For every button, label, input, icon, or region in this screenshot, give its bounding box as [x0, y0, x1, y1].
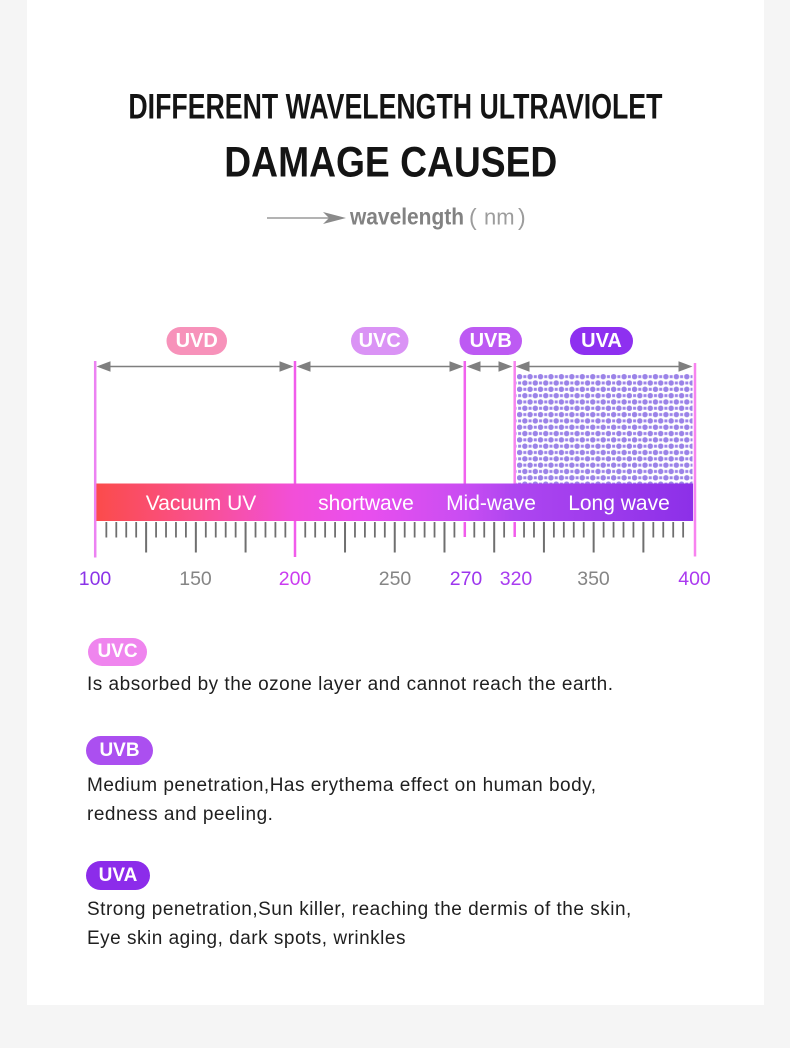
svg-text:200: 200: [279, 568, 312, 590]
svg-text:350: 350: [577, 568, 610, 590]
svg-text:shortwave: shortwave: [318, 492, 414, 515]
svg-text:): ): [518, 204, 526, 230]
svg-text:wavelength: wavelength: [349, 204, 464, 230]
svg-text:Long wave: Long wave: [568, 492, 670, 515]
svg-text:100: 100: [79, 568, 112, 590]
svg-text:UVC: UVC: [359, 330, 401, 352]
svg-text:250: 250: [379, 568, 412, 590]
svg-text:DIFFERENT WAVELENGTH ULTRAVIOL: DIFFERENT WAVELENGTH ULTRAVIOLET: [128, 87, 662, 127]
svg-text:Mid-wave: Mid-wave: [446, 492, 536, 515]
svg-text:UVA: UVA: [581, 330, 622, 352]
svg-text:DAMAGE CAUSED: DAMAGE CAUSED: [224, 140, 557, 187]
svg-text:nm: nm: [484, 205, 515, 230]
svg-text:(: (: [469, 204, 477, 230]
svg-text:320: 320: [500, 568, 533, 590]
svg-text:Vacuum UV: Vacuum UV: [146, 492, 257, 515]
svg-text:UVD: UVD: [176, 330, 218, 352]
svg-text:150: 150: [179, 568, 212, 590]
svg-text:270: 270: [450, 568, 483, 590]
svg-text:400: 400: [678, 568, 711, 590]
svg-text:UVB: UVB: [470, 330, 512, 352]
